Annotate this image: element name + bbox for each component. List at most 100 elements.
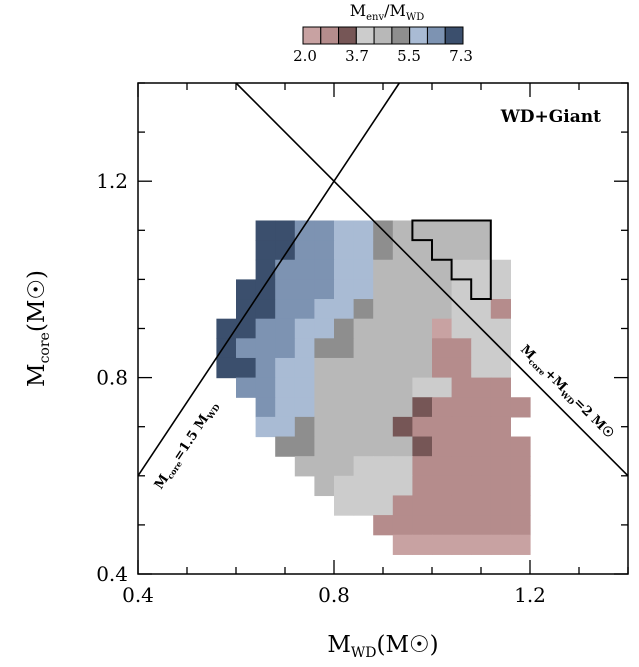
heatmap-cell xyxy=(373,318,394,339)
heatmap-cell xyxy=(373,436,394,457)
heatmap-cell xyxy=(490,475,511,497)
y-tick-label: 0.4 xyxy=(96,562,128,586)
heatmap-cell xyxy=(490,377,511,398)
heatmap-cell xyxy=(451,436,472,457)
heatmap-cell xyxy=(216,318,237,339)
heatmap-cell xyxy=(314,240,335,261)
heatmap-cell xyxy=(412,456,433,477)
heatmap-cell xyxy=(471,220,492,241)
heatmap-cell xyxy=(490,495,511,516)
line1-label: Mcore=1.5 MWD xyxy=(152,399,222,493)
heatmap-cell xyxy=(334,259,355,280)
heatmap-cell xyxy=(216,357,237,379)
heatmap-cell xyxy=(255,279,276,300)
heatmap-cell xyxy=(432,515,453,536)
colorbar-swatch xyxy=(373,26,393,45)
heatmap-cell xyxy=(275,436,296,457)
heatmap-cell xyxy=(255,338,276,359)
heatmap-cell xyxy=(373,279,394,300)
colorbar-swatch xyxy=(320,26,340,45)
heatmap-cell xyxy=(236,299,257,320)
heatmap-cell xyxy=(471,534,492,555)
heatmap-cell xyxy=(334,338,355,359)
heatmap-cell xyxy=(451,377,472,398)
heatmap-cell xyxy=(451,259,472,280)
heatmap-cell xyxy=(373,259,394,280)
x-axis-label: MWD(M☉) xyxy=(327,632,438,661)
heatmap-cell xyxy=(334,318,355,339)
heatmap-cell xyxy=(432,377,453,398)
heatmap-cell xyxy=(392,357,413,379)
heatmap-cell xyxy=(294,318,315,339)
x-tick-label: 1.2 xyxy=(514,583,546,607)
heatmap-cell xyxy=(451,495,472,516)
heatmap-cell xyxy=(451,220,472,241)
heatmap-cell xyxy=(334,377,355,398)
y-tick-label: 1.2 xyxy=(96,169,128,193)
colorbar: Menv/MWD 2.0 3.7 5.5 7.3 xyxy=(293,1,473,65)
heatmap-cell xyxy=(216,338,237,359)
heatmap-cell xyxy=(314,456,335,477)
heatmap-cell xyxy=(334,299,355,320)
heatmap-cell xyxy=(314,338,335,359)
reference-line-1 xyxy=(137,82,400,477)
heatmap-cell xyxy=(255,299,276,320)
heatmap-cell xyxy=(412,240,433,261)
heatmap-cell xyxy=(314,436,335,457)
colorbar-swatch xyxy=(338,26,357,45)
heatmap-cell xyxy=(334,357,355,379)
heatmap-cell xyxy=(451,397,472,418)
heatmap-cell xyxy=(353,220,374,241)
heatmap-cell xyxy=(510,397,531,418)
heatmap-cell xyxy=(373,240,394,261)
heatmap-cell xyxy=(490,299,511,320)
heatmap-cell xyxy=(412,495,433,516)
heatmap-cell xyxy=(255,318,276,339)
heatmap-cell xyxy=(373,416,394,438)
plot-area: 0.4 0.8 1.2 0.4 0.8 1.2 WD+Giant Mcore=1.5 MW… xyxy=(96,82,629,607)
heatmap-cell xyxy=(471,259,492,280)
heatmap-cell xyxy=(275,299,296,320)
heatmap-cell xyxy=(353,357,374,379)
colorbar-tick-label: 5.5 xyxy=(397,47,421,65)
heatmap-cell xyxy=(451,456,472,477)
heatmap-cell xyxy=(392,534,413,555)
heatmap-cell xyxy=(314,259,335,280)
heatmap-cell xyxy=(432,534,453,555)
heatmap-cell xyxy=(314,397,335,418)
heatmap-cell xyxy=(314,357,335,379)
heatmap-cell xyxy=(451,416,472,438)
heatmap-cell xyxy=(353,299,374,320)
heatmap-cell xyxy=(373,397,394,418)
heatmap-cell xyxy=(432,416,453,438)
heatmap-cell xyxy=(275,318,296,339)
colorbar-tick-label: 3.7 xyxy=(345,47,369,65)
heatmap-cell xyxy=(353,377,374,398)
heatmap-cell xyxy=(471,357,492,379)
heatmap-cell xyxy=(236,357,257,379)
heatmap-cell xyxy=(471,495,492,516)
heatmap-cell xyxy=(275,259,296,280)
heatmap-cell xyxy=(392,475,413,497)
heatmap-cell xyxy=(314,279,335,300)
colorbar-title: Menv/MWD xyxy=(350,1,424,23)
heatmap-cell xyxy=(294,279,315,300)
heatmap-cell xyxy=(412,299,433,320)
heatmap-cell xyxy=(432,318,453,339)
heatmap-cell xyxy=(471,475,492,497)
heatmap-cell xyxy=(353,456,374,477)
heatmap-cell xyxy=(490,397,511,418)
colorbar-tick-label: 7.3 xyxy=(449,47,473,65)
heatmap-cell xyxy=(294,436,315,457)
heatmap-cell xyxy=(392,338,413,359)
heatmap-cell xyxy=(471,515,492,536)
heatmap-cell xyxy=(353,240,374,261)
heatmap-cell xyxy=(490,357,511,379)
heatmap-cell xyxy=(510,475,531,497)
heatmap-cell xyxy=(255,416,276,438)
heatmap-cell xyxy=(353,318,374,339)
heatmap-cell xyxy=(353,338,374,359)
heatmap-cell xyxy=(510,515,531,536)
heatmap-cell xyxy=(392,279,413,300)
